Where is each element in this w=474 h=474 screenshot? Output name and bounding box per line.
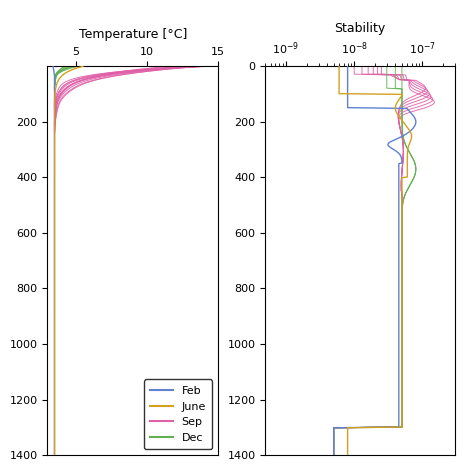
- X-axis label: Temperature [°C]: Temperature [°C]: [79, 28, 187, 41]
- X-axis label: Stability: Stability: [335, 22, 386, 35]
- Legend: Feb, June, Sep, Dec: Feb, June, Sep, Dec: [144, 380, 212, 449]
